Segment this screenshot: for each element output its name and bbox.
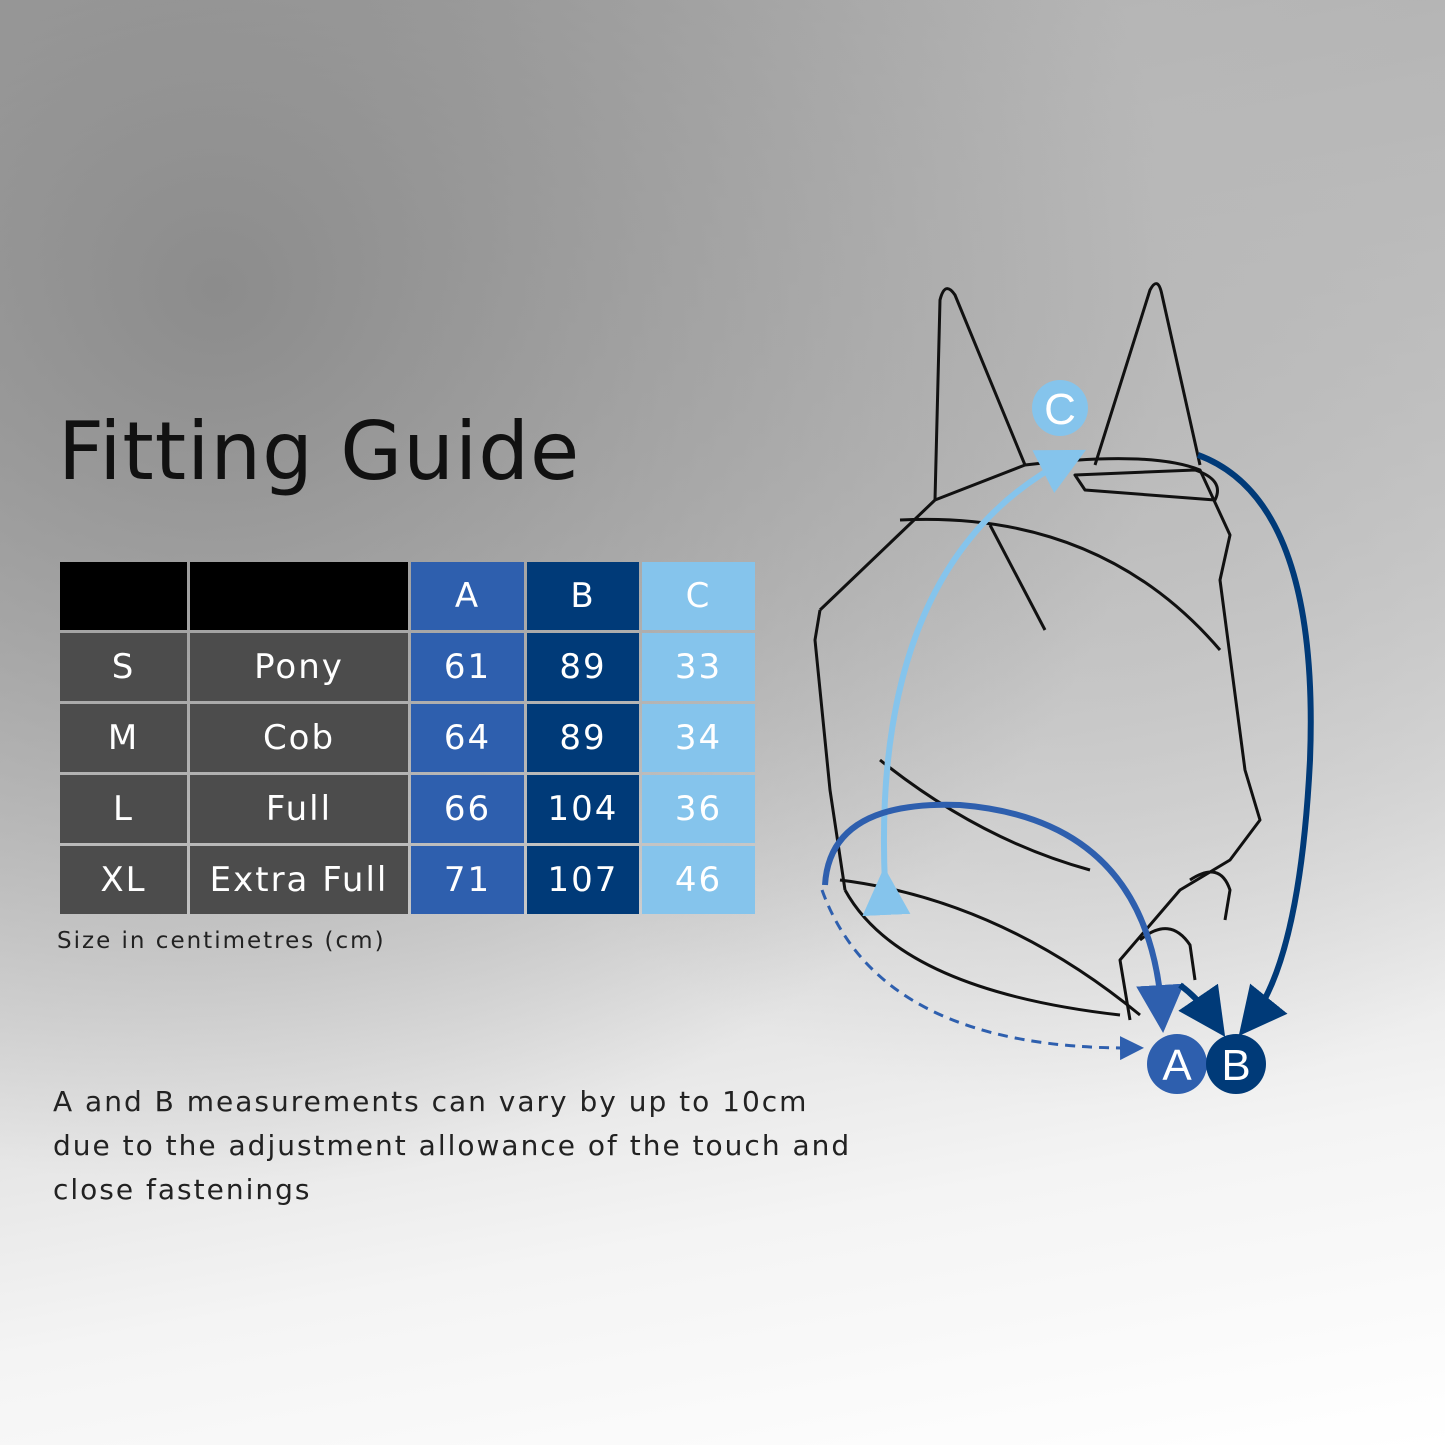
c-cell: 33 <box>642 633 755 701</box>
name-cell: Full <box>190 775 408 843</box>
label-c-badge: C <box>1032 380 1088 436</box>
c-cell: 36 <box>642 775 755 843</box>
page-title: Fitting Guide <box>58 405 581 498</box>
label-c: C <box>1044 385 1076 434</box>
table-row: L Full 66 104 36 <box>60 775 755 843</box>
measure-b-arrow <box>1196 452 1314 1037</box>
size-cell: L <box>60 775 187 843</box>
header-cell <box>60 562 187 630</box>
c-cell: 34 <box>642 704 755 772</box>
measure-a-dashed <box>820 889 1144 1061</box>
table-row: S Pony 61 89 33 <box>60 633 755 701</box>
size-cell: S <box>60 633 187 701</box>
header-cell-a: A <box>411 562 524 630</box>
unit-note: Size in centimetres (cm) <box>57 928 386 954</box>
b-cell: 89 <box>527 633 639 701</box>
a-cell: 61 <box>411 633 524 701</box>
header-cell-c: C <box>642 562 755 630</box>
b-cell: 89 <box>527 704 639 772</box>
b-cell: 107 <box>527 846 639 914</box>
measure-a-arrow <box>822 801 1185 1033</box>
name-cell: Pony <box>190 633 408 701</box>
header-cell <box>190 562 408 630</box>
label-a-badge: A <box>1147 1034 1207 1094</box>
header-cell-b: B <box>527 562 639 630</box>
a-cell: 71 <box>411 846 524 914</box>
name-cell: Extra Full <box>190 846 408 914</box>
size-cell: XL <box>60 846 187 914</box>
disclaimer-text: A and B measurements can vary by up to 1… <box>53 1085 852 1206</box>
b-cell: 104 <box>527 775 639 843</box>
label-a: A <box>1162 1041 1192 1090</box>
a-cell: 64 <box>411 704 524 772</box>
measure-b-arrow-short <box>1178 982 1226 1037</box>
c-cell: 46 <box>642 846 755 914</box>
table-row: M Cob 64 89 34 <box>60 704 755 772</box>
table-header-row: A B C <box>60 562 755 630</box>
size-cell: M <box>60 704 187 772</box>
name-cell: Cob <box>190 704 408 772</box>
a-cell: 66 <box>411 775 524 843</box>
measure-c-arrow <box>862 449 1087 917</box>
size-table: A B C S Pony 61 89 33 M Cob 64 89 34 L F… <box>57 559 758 917</box>
label-b-badge: B <box>1206 1034 1266 1094</box>
label-b: B <box>1221 1041 1250 1090</box>
table-row: XL Extra Full 71 107 46 <box>60 846 755 914</box>
